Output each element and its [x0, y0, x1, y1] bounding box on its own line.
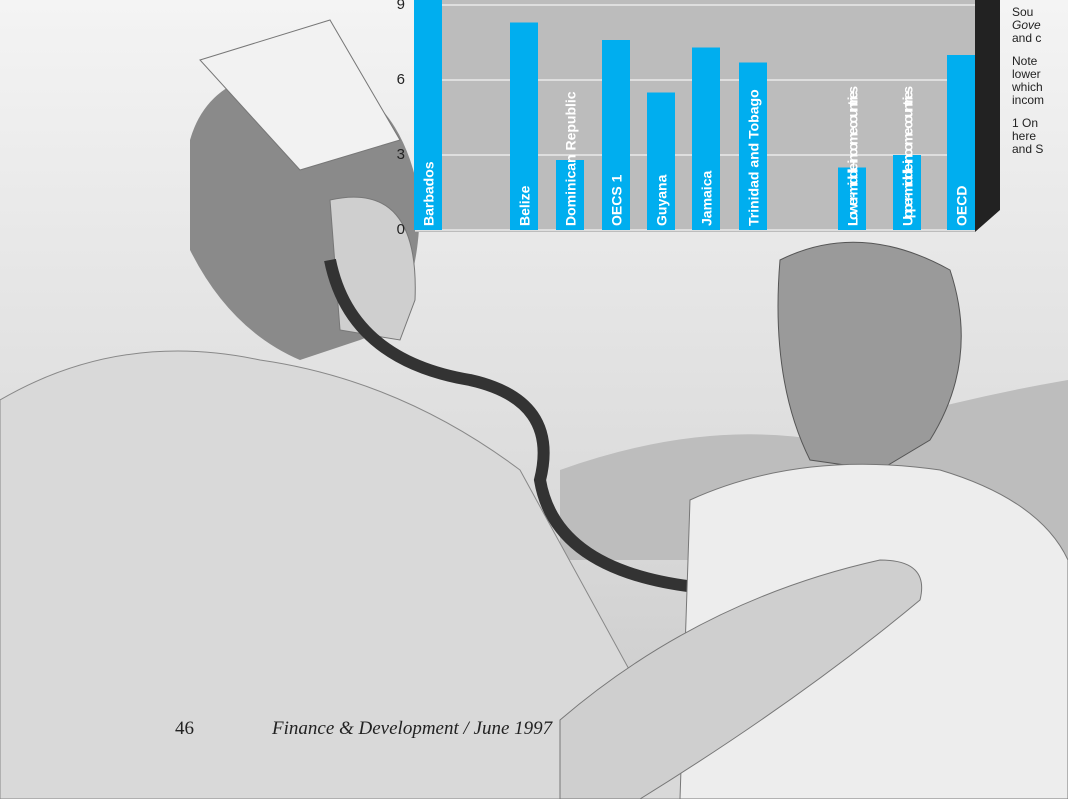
page-number: 46	[175, 718, 194, 739]
side-text: lower	[1012, 67, 1041, 81]
side-text: and c	[1012, 31, 1042, 45]
bar	[602, 40, 630, 230]
bar	[556, 160, 584, 230]
x-tick-label: Upper-middle-income countries	[900, 86, 916, 226]
side-text: incom	[1012, 93, 1045, 107]
x-tick-label: Belize	[517, 185, 533, 226]
bar	[893, 155, 921, 230]
y-tick-label: 3	[397, 146, 405, 163]
x-tick-label: Guyana	[654, 174, 670, 226]
boy-face	[777, 241, 962, 471]
side-text: which	[1012, 80, 1043, 94]
x-tick-label: Dominican Republic	[563, 91, 579, 226]
bar	[647, 92, 675, 230]
publication: Finance & Development / June 1997	[272, 718, 553, 739]
chart: 0 3 6 9 Barbados Belize Dominican Republic OECS…	[397, 0, 1000, 238]
x-tick-label: Lower-middle-income countries	[845, 86, 861, 226]
bar	[947, 55, 975, 230]
bar	[510, 22, 538, 230]
nurse-cap	[199, 19, 401, 171]
bar	[739, 62, 767, 230]
y-tick-label: 6	[397, 71, 405, 88]
bar	[414, 0, 442, 230]
side-text: Sou	[1012, 5, 1034, 19]
chart-shadow	[975, 0, 1000, 232]
side-text: Note	[1012, 54, 1038, 68]
nurse-coat	[0, 350, 701, 799]
bar	[692, 47, 720, 230]
side-text: and S	[1012, 142, 1044, 156]
x-tick-label: OECS 1	[609, 174, 625, 226]
x-tick-label: OECD	[954, 186, 970, 226]
side-text: 1 On	[1012, 116, 1039, 130]
side-text: here	[1012, 129, 1037, 143]
nurse-hand	[559, 559, 922, 799]
y-tick-label: 0	[397, 221, 405, 238]
bar	[838, 167, 866, 230]
y-tick-label: 9	[397, 0, 405, 13]
x-tick-label: Jamaica	[699, 171, 715, 226]
x-tick-label: Barbados	[421, 161, 437, 226]
x-tick-label: Trinidad and Tobago	[746, 89, 762, 226]
side-text: Gove	[1012, 18, 1041, 32]
stethoscope	[324, 258, 801, 597]
